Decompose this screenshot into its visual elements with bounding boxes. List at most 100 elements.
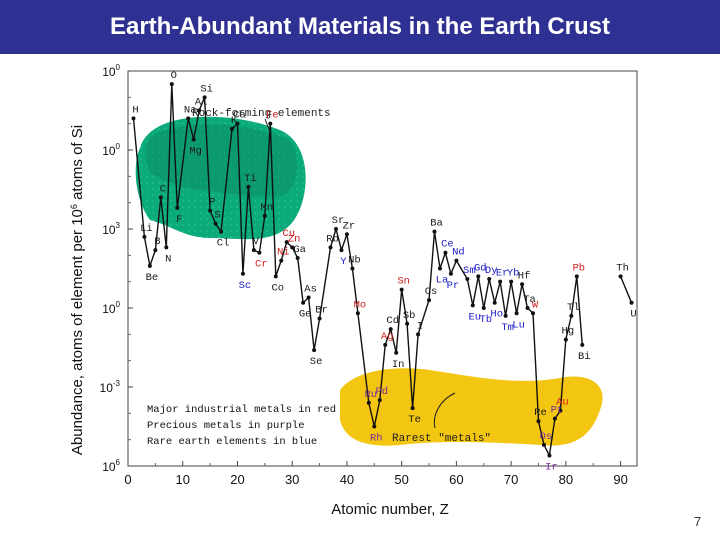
- color-legend: Major industrial metals in red Precious …: [147, 404, 336, 448]
- data-point-Be: [147, 263, 152, 268]
- x-tick-label: 10: [175, 472, 189, 487]
- series-segment: [619, 276, 633, 303]
- point-label-Au: Au: [556, 397, 569, 409]
- slide-number: 7: [694, 514, 702, 529]
- annotation-rarest-metals: Rarest "metals": [392, 433, 491, 445]
- point-label-W: W: [532, 299, 539, 311]
- point-label-Cu: Cu: [282, 228, 295, 240]
- point-label-Zn: Zn: [288, 233, 301, 245]
- data-point-Sc: [240, 271, 245, 276]
- data-point-Os: [541, 442, 546, 447]
- data-point-I: [416, 332, 421, 337]
- point-label-Ce: Ce: [441, 239, 454, 251]
- point-label-Na: Na: [184, 104, 197, 116]
- x-tick-label: 0: [124, 472, 131, 487]
- point-label-K: K: [231, 115, 238, 127]
- point-label-Er: Er: [496, 268, 509, 280]
- point-label-F: F: [176, 214, 182, 226]
- x-tick-label: 40: [340, 472, 354, 487]
- point-label-In: In: [392, 359, 405, 371]
- point-label-Hg: Hg: [562, 326, 575, 338]
- data-point-Na: [186, 116, 191, 121]
- data-point-Y: [339, 248, 344, 253]
- point-label-Ru: Ru: [365, 389, 378, 401]
- data-point-U: [629, 300, 634, 305]
- point-label-Dy: Dy: [485, 265, 498, 277]
- point-label-Mn: Mn: [261, 202, 274, 214]
- data-point-Ca: [235, 121, 240, 126]
- annotation-rarest-arrow: [433, 392, 456, 429]
- data-point-Yb: [509, 279, 514, 284]
- point-label-Sb: Sb: [403, 310, 416, 322]
- slide-title: Earth-Abundant Materials in the Earth Cr…: [109, 13, 611, 40]
- point-labels: H Li Be B C N O F Na Mg Al Si PS Cl KCa Sc Ti V Cr Mn Fe Co Ni…: [132, 70, 636, 473]
- data-point-C: [158, 195, 163, 200]
- data-point-Co: [273, 274, 278, 279]
- data-point-Li: [142, 234, 147, 239]
- data-point-Ir: [547, 453, 552, 458]
- legend-line-blue: Rare earth elements in blue: [147, 436, 317, 448]
- point-label-O: O: [171, 70, 177, 82]
- data-point-Bi: [580, 342, 585, 347]
- data-point-Mo: [355, 311, 360, 316]
- point-label-Ti: Ti: [244, 173, 257, 185]
- data-point-N: [164, 245, 169, 250]
- data-point-Re: [536, 419, 541, 424]
- x-tick-label: 90: [613, 472, 627, 487]
- y-tick-label: 103: [102, 221, 120, 237]
- point-label-Gd: Gd: [474, 262, 487, 274]
- data-point-Al: [197, 108, 202, 113]
- point-label-Pb: Pb: [572, 262, 585, 274]
- point-label-N: N: [165, 253, 171, 265]
- point-label-C: C: [160, 183, 166, 195]
- point-label-Cr: Cr: [255, 259, 268, 271]
- data-point-Pr: [448, 271, 453, 276]
- point-label-Co: Co: [271, 282, 284, 294]
- point-label-Li: Li: [140, 223, 153, 235]
- point-label-Ga: Ga: [293, 244, 306, 256]
- data-point-Hf: [520, 282, 525, 287]
- point-label-S: S: [214, 210, 220, 222]
- point-label-Ag: Ag: [381, 331, 394, 343]
- point-label-B: B: [154, 236, 160, 248]
- point-label-Se: Se: [310, 356, 323, 368]
- data-point-Ge: [301, 300, 306, 305]
- data-point-Sr: [333, 227, 338, 231]
- data-point-Er: [498, 279, 503, 284]
- y-axis-title: Abundance, atoms of element per 106 atom…: [69, 125, 86, 455]
- point-label-Te: Te: [408, 414, 421, 426]
- point-label-Mg: Mg: [189, 145, 202, 157]
- data-point-Cu: [284, 240, 289, 245]
- data-point-Ag: [383, 342, 388, 347]
- x-tick-label: 30: [285, 472, 299, 487]
- x-axis: 0 10 20 30 40 50 60 70 80 90: [124, 461, 628, 487]
- data-point-Cr: [257, 250, 262, 255]
- data-point-F: [175, 205, 180, 210]
- data-point-Gd: [476, 274, 481, 279]
- data-point-P: [208, 208, 213, 213]
- data-point-Si: [202, 95, 207, 100]
- data-point-Rh: [372, 424, 377, 429]
- annotation-rock-arrow: [264, 118, 271, 133]
- data-point-Cl: [219, 229, 224, 234]
- data-point-Ru: [366, 400, 371, 405]
- data-point-Zn: [290, 245, 295, 250]
- data-point-Au: [558, 408, 563, 413]
- data-point-Rb: [328, 245, 333, 250]
- point-label-Ca: Ca: [233, 110, 246, 122]
- x-tick-label: 60: [449, 472, 463, 487]
- point-label-Rh: Rh: [370, 433, 383, 445]
- y-tick-label: 100: [102, 63, 120, 79]
- point-label-U: U: [630, 309, 636, 321]
- annotation-rock-forming: Rock-forming elements: [192, 108, 331, 120]
- point-label-Be: Be: [146, 272, 159, 284]
- data-point-K: [229, 126, 234, 131]
- data-point-Eu: [470, 303, 475, 308]
- x-tick-label: 20: [230, 472, 244, 487]
- point-label-Al: Al: [195, 97, 208, 109]
- point-label-Nd: Nd: [452, 247, 465, 259]
- data-point-Nd: [454, 258, 459, 263]
- point-label-Ho: Ho: [490, 309, 503, 321]
- point-label-Pt: Pt: [551, 405, 564, 417]
- data-point-V: [251, 248, 256, 253]
